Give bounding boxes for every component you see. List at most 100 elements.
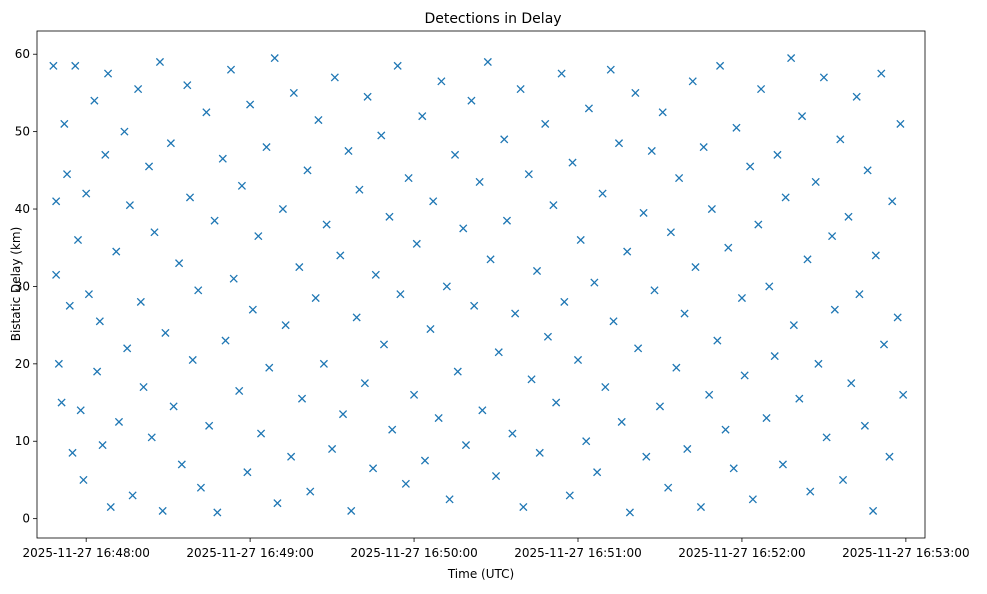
- data-point: [338, 410, 348, 419]
- data-point: [617, 417, 626, 426]
- data-point: [552, 398, 561, 407]
- data-point: [483, 57, 492, 67]
- data-point: [150, 228, 159, 237]
- data-point: [593, 468, 602, 477]
- data-point: [500, 135, 509, 144]
- data-point: [787, 54, 796, 63]
- data-point: [748, 495, 757, 504]
- data-point: [270, 54, 279, 63]
- data-point: [666, 228, 675, 237]
- data-point: [158, 506, 167, 515]
- data-point: [144, 162, 154, 171]
- data-point: [713, 336, 722, 345]
- data-point: [869, 506, 878, 515]
- data-point: [855, 290, 864, 299]
- data-point: [54, 359, 63, 368]
- data-point: [344, 146, 353, 156]
- data-point: [642, 452, 651, 461]
- data-point: [614, 139, 624, 148]
- data-point: [450, 150, 460, 159]
- data-point: [262, 143, 271, 152]
- data-point: [754, 220, 763, 229]
- data-point: [434, 413, 443, 423]
- data-point: [79, 475, 88, 485]
- data-point: [60, 119, 69, 128]
- data-point: [871, 251, 880, 260]
- data-point: [773, 150, 782, 159]
- data-point: [328, 444, 337, 454]
- data-point: [789, 321, 798, 330]
- data-point: [737, 293, 746, 303]
- data-point: [467, 96, 476, 105]
- data-point: [218, 154, 227, 163]
- y-tick-label: 60: [15, 47, 30, 61]
- data-point: [68, 448, 77, 457]
- data-point: [806, 487, 815, 496]
- data-point: [819, 73, 828, 82]
- data-point: [830, 305, 839, 314]
- x-axis: 2025-11-27 16:48:00 2025-11-27 16:49:00 20…: [22, 538, 970, 560]
- data-point: [822, 433, 831, 442]
- data-point: [90, 96, 99, 105]
- data-point: [847, 379, 856, 388]
- data-point: [185, 193, 195, 202]
- data-point: [243, 468, 252, 477]
- data-point: [295, 263, 304, 272]
- data-point: [420, 456, 430, 465]
- data-point: [136, 297, 145, 306]
- data-point: [330, 73, 339, 82]
- data-point: [62, 170, 72, 179]
- data-point: [246, 100, 255, 109]
- data-point: [879, 340, 889, 349]
- data-point: [770, 352, 779, 361]
- data-point: [128, 491, 137, 500]
- data-point: [860, 421, 869, 430]
- data-point: [852, 92, 861, 101]
- data-point: [155, 57, 165, 67]
- data-point: [95, 317, 104, 326]
- data-point: [896, 119, 905, 128]
- data-point: [650, 286, 659, 295]
- data-point: [437, 77, 446, 86]
- data-point: [543, 332, 553, 341]
- data-point: [836, 135, 845, 144]
- data-point: [705, 390, 714, 399]
- data-point: [560, 297, 569, 306]
- data-point: [114, 417, 124, 426]
- data-point: [601, 383, 610, 392]
- data-point: [557, 69, 566, 78]
- x-tick-label: 2025-11-27 16:52:00: [678, 546, 805, 560]
- data-point: [93, 367, 102, 376]
- data-point: [573, 355, 583, 365]
- data-point: [655, 402, 665, 411]
- data-point: [877, 69, 886, 78]
- data-point: [278, 204, 287, 214]
- data-point: [52, 270, 61, 279]
- chart-title: Detections in Delay: [424, 11, 561, 27]
- data-point: [371, 270, 380, 279]
- data-point: [639, 208, 648, 217]
- x-tick-label: 2025-11-27 16:53:00: [842, 546, 969, 560]
- data-point: [322, 220, 331, 229]
- data-point: [393, 61, 402, 70]
- y-axis: 0 10 20 30 40 50 60: [15, 47, 37, 526]
- data-point: [123, 344, 132, 353]
- data-point: [210, 216, 219, 225]
- data-point: [606, 65, 615, 74]
- data-point: [265, 363, 274, 372]
- data-point: [404, 174, 413, 183]
- data-point: [863, 166, 872, 175]
- data-point: [202, 108, 211, 117]
- data-point: [724, 243, 733, 252]
- data-point: [491, 472, 501, 481]
- data-point: [475, 177, 484, 186]
- data-point: [527, 375, 536, 384]
- y-tick-label: 0: [22, 512, 30, 526]
- data-point: [631, 88, 640, 97]
- data-point: [623, 247, 632, 256]
- data-point: [256, 429, 266, 438]
- data-point: [680, 309, 689, 318]
- data-point: [377, 131, 386, 140]
- data-point: [814, 359, 823, 368]
- data-point: [237, 181, 246, 190]
